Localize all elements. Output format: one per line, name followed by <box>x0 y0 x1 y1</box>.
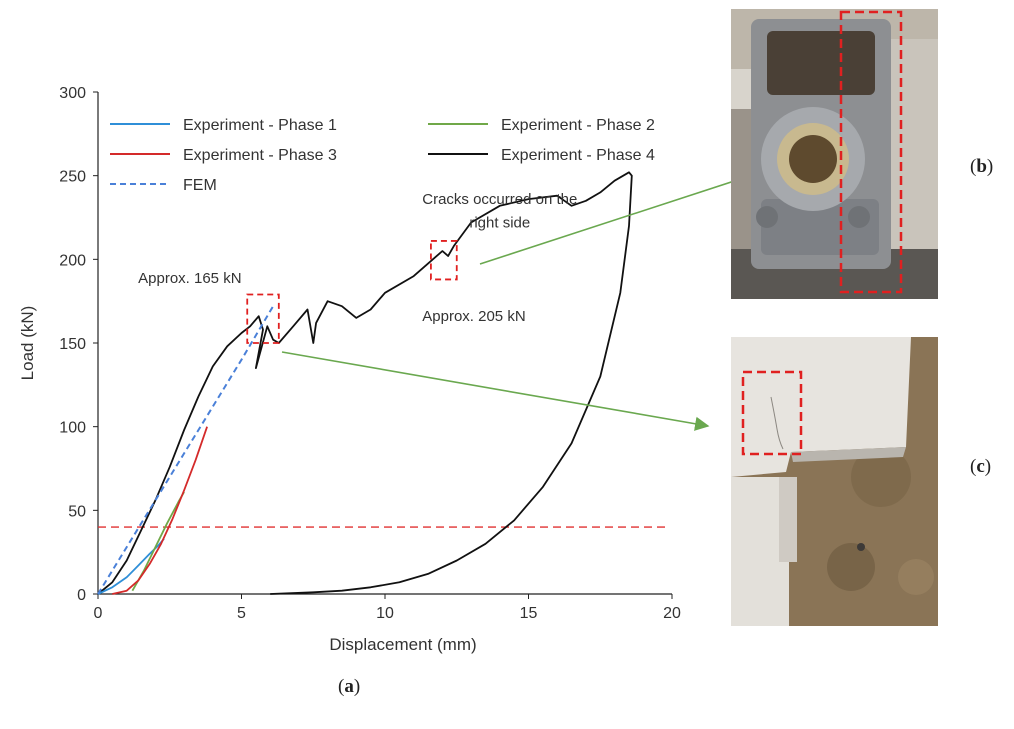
profile-section-photo <box>731 9 938 299</box>
crack-closeup-photo <box>731 337 938 626</box>
series-line <box>112 426 208 595</box>
legend-label: FEM <box>183 177 217 194</box>
photo-c <box>731 337 938 626</box>
legend-label: Experiment - Phase 3 <box>183 147 337 164</box>
x-axis-title: Displacement (mm) <box>329 635 476 654</box>
plot-area <box>97 171 633 595</box>
y-tick-label: 50 <box>68 503 86 520</box>
y-tick-label: 150 <box>59 336 86 353</box>
annotation-text: Approx. 165 kN <box>138 270 241 287</box>
annotation-text: right side <box>469 215 530 232</box>
highlight-boxes <box>246 240 458 344</box>
x-tick-label: 10 <box>376 605 394 622</box>
y-tick-label: 250 <box>59 169 86 186</box>
x-tick-label: 5 <box>237 605 246 622</box>
panel-label-a-letter: a <box>344 676 354 697</box>
panel-label-a: (a) <box>338 676 361 697</box>
annotation-text: Cracks occurred on the <box>422 191 577 208</box>
photo-b <box>731 9 938 299</box>
series-line <box>97 171 633 595</box>
x-tick-label: 20 <box>663 605 681 622</box>
arrow-to-photo-c <box>281 351 710 431</box>
panel-label-b: (b) <box>970 156 994 177</box>
y-axis-title: Load (kN) <box>18 306 37 381</box>
highlight-box <box>430 240 458 281</box>
arrow-to-photo-b <box>479 167 770 265</box>
annotations: Cracks occurred on the right side Approx. … <box>138 191 577 325</box>
y-tick-label: 0 <box>77 587 86 604</box>
highlight-box <box>246 293 280 344</box>
y-tick-label: 200 <box>59 252 86 269</box>
annotation-text: Approx. 205 kN <box>422 308 525 325</box>
legend-label: Experiment - Phase 1 <box>183 117 337 134</box>
x-tick-label: 15 <box>520 605 538 622</box>
legend-label: Experiment - Phase 2 <box>501 117 655 134</box>
legend-label: Experiment - Phase 4 <box>501 147 655 164</box>
x-tick-label: 0 <box>94 605 103 622</box>
y-tick-label: 100 <box>59 420 86 437</box>
series-line <box>97 305 274 595</box>
y-tick-label: 300 <box>59 85 86 102</box>
panel-label-c-letter: c <box>976 456 985 477</box>
legend: Experiment - Phase 1 Experiment - Phase 2… <box>110 117 655 194</box>
series-line <box>131 491 185 592</box>
pointer-arrows <box>281 167 770 431</box>
panel-label-b-letter: b <box>976 156 987 177</box>
series-line <box>97 538 165 595</box>
panel-label-c: (c) <box>970 456 992 477</box>
